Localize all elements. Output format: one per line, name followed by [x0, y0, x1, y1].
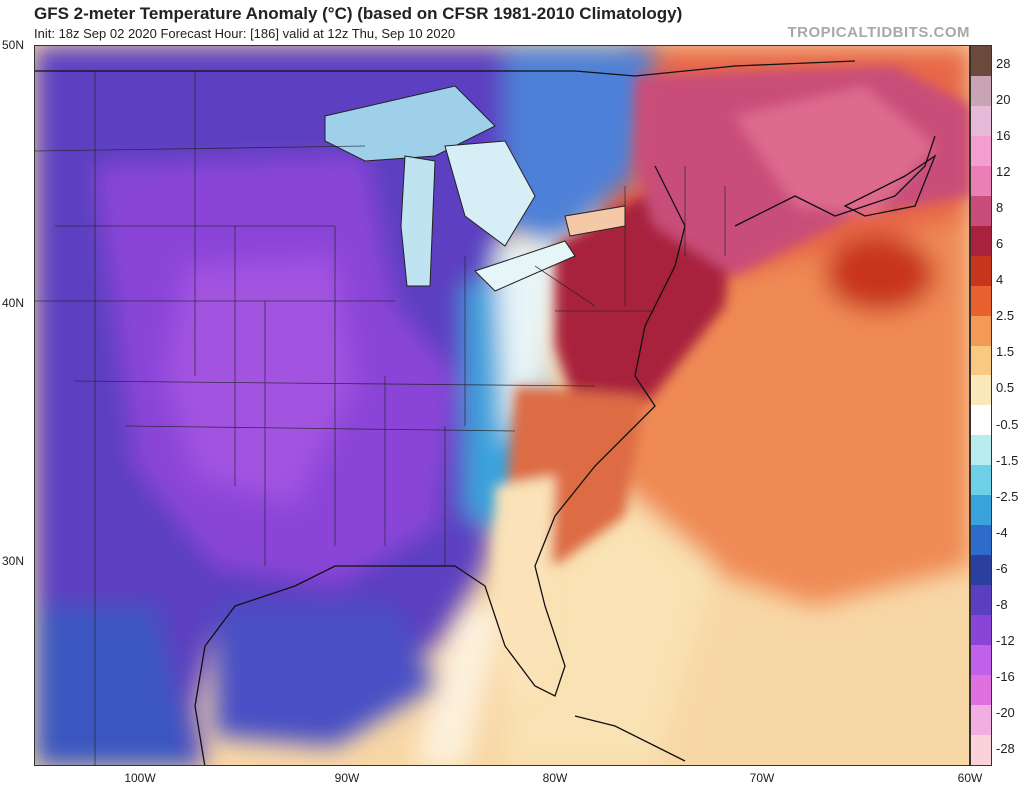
colorbar-segment — [971, 645, 991, 676]
map-subtitle: Init: 18z Sep 02 2020 Forecast Hour: [18… — [34, 26, 456, 41]
colorbar-label: 2.5 — [996, 308, 1015, 324]
colorbar-label: 6 — [996, 236, 1004, 252]
colorbar-segment — [971, 46, 991, 76]
coastlines — [35, 60, 937, 765]
ohio-valley-neutral — [495, 241, 565, 446]
colorbar-segment — [971, 435, 991, 466]
lake-huron — [444, 140, 536, 247]
colorbar-label: 28 — [996, 56, 1011, 71]
colorbar-segment — [971, 105, 991, 136]
colorbar-segment — [971, 704, 991, 735]
lon-label-100w: 100W — [124, 771, 156, 785]
colorbar-label: -8 — [996, 596, 1008, 612]
colorbar-segment — [971, 195, 991, 226]
colorbar-segment — [971, 495, 991, 526]
nova-scotia-outline — [843, 154, 937, 217]
colorbar-label: -20 — [996, 704, 1015, 720]
colorbar-segment — [971, 675, 991, 705]
brand-watermark: TROPICALTIDBITS.COM — [787, 24, 970, 41]
canada-border — [35, 60, 856, 77]
colorbar-label: -1.5 — [996, 452, 1019, 468]
colorbar-label: 8 — [996, 200, 1004, 216]
colorbar-segment — [971, 734, 991, 765]
colorbar-segment — [971, 165, 991, 196]
colorbar-segment — [971, 345, 991, 376]
lat-label-50n: 50N — [2, 38, 25, 52]
colorbar-label: 20 — [996, 92, 1011, 108]
colorbar-label: -0.5 — [996, 416, 1019, 432]
lake-erie — [474, 240, 576, 292]
mexico-cold — [35, 606, 195, 765]
colorbar — [970, 45, 992, 766]
map-title: GFS 2-meter Temperature Anomaly (°C) (ba… — [34, 4, 683, 23]
colorbar-segment — [971, 585, 991, 616]
border-6 — [124, 425, 516, 432]
anomaly-map — [34, 45, 970, 766]
gulf-neutral-band — [415, 606, 505, 765]
colorbar-label: -6 — [996, 560, 1008, 576]
border-2 — [35, 145, 366, 152]
colorbar-label: 12 — [996, 164, 1011, 180]
florida-neutral — [495, 476, 555, 706]
offshore-warm-core — [825, 236, 935, 312]
maritimes-hot-core — [735, 86, 935, 216]
colorbar-segment — [971, 285, 991, 316]
colorbar-label: -2.5 — [996, 488, 1019, 504]
lake-michigan — [400, 155, 436, 287]
colorbar-label: -16 — [996, 668, 1015, 684]
border-14 — [534, 265, 596, 307]
great-lakes-cool — [505, 46, 655, 246]
colorbar-label: 16 — [996, 128, 1011, 144]
colorbar-segment — [971, 225, 991, 256]
lon-label-70w: 70W — [749, 771, 775, 785]
colorbar-segment — [971, 555, 991, 586]
colorbar-segment — [971, 255, 991, 286]
colorbar-label: 1.5 — [996, 344, 1015, 360]
lat-label-40n: 40N — [2, 296, 25, 310]
colorbar-segment — [971, 375, 991, 406]
lon-label-90w: 90W — [334, 771, 360, 785]
colorbar-segment — [971, 315, 991, 346]
caribbean-islands — [574, 715, 686, 762]
lake-superior — [324, 85, 496, 162]
plains-core-cold — [165, 256, 355, 506]
colorbar-label: 4 — [996, 272, 1004, 288]
map-canvas — [35, 46, 969, 765]
colorbar-segment — [971, 75, 991, 106]
gulf-coast-cold — [215, 606, 435, 746]
great-lakes — [324, 85, 626, 292]
colorbar-label: -28 — [996, 740, 1015, 756]
colorbar-segment — [971, 465, 991, 496]
lon-label-60w: 60W — [957, 771, 983, 785]
lon-label-80w: 80W — [542, 771, 568, 785]
colorbar-label: 0.5 — [996, 380, 1015, 396]
state-borders — [35, 71, 726, 765]
colorbar-label: -4 — [996, 524, 1008, 540]
colorbar-segment — [971, 135, 991, 166]
colorbar-label: -12 — [996, 632, 1015, 648]
east-gulf-coastline — [194, 165, 686, 765]
colorbar-segment — [971, 525, 991, 556]
lat-label-30n: 30N — [2, 554, 25, 568]
colorbar-segment — [971, 405, 991, 436]
colorbar-segment — [971, 615, 991, 646]
